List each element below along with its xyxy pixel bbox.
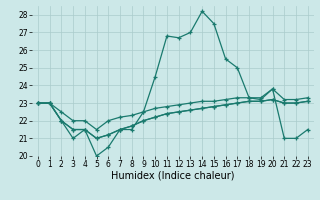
X-axis label: Humidex (Indice chaleur): Humidex (Indice chaleur): [111, 171, 235, 181]
